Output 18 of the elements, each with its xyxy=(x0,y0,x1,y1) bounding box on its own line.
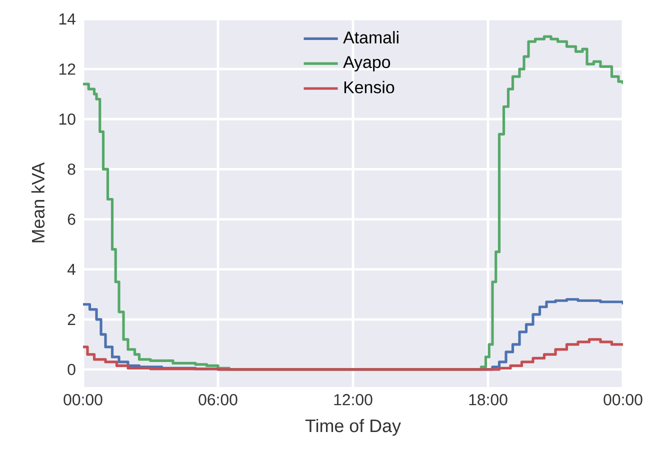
x-tick-label: 06:00 xyxy=(198,394,238,406)
x-tick-label: 00:00 xyxy=(64,394,102,406)
legend-label: Kensio xyxy=(344,80,394,94)
y-tick-label: 14 xyxy=(59,14,76,24)
y-tick-label: 0 xyxy=(68,364,76,376)
y-tick-label: 4 xyxy=(67,264,76,275)
y-tick-label: 8 xyxy=(68,164,76,175)
x-tick-label: 18:00 xyxy=(469,394,508,406)
legend-label: Atamali xyxy=(343,31,398,44)
y-tick-label: 2 xyxy=(68,314,76,325)
x-tick-label: 00:00 xyxy=(604,394,642,406)
x-tick-label: 12:00 xyxy=(334,394,372,406)
y-axis-title: Mean kVA xyxy=(31,162,45,242)
y-tick-label: 10 xyxy=(59,113,76,125)
x-axis-title: Time of Day xyxy=(305,419,401,436)
y-tick-label: 6 xyxy=(68,214,76,225)
legend-label: Ayapo xyxy=(343,56,390,72)
y-tick-label: 12 xyxy=(59,64,76,75)
